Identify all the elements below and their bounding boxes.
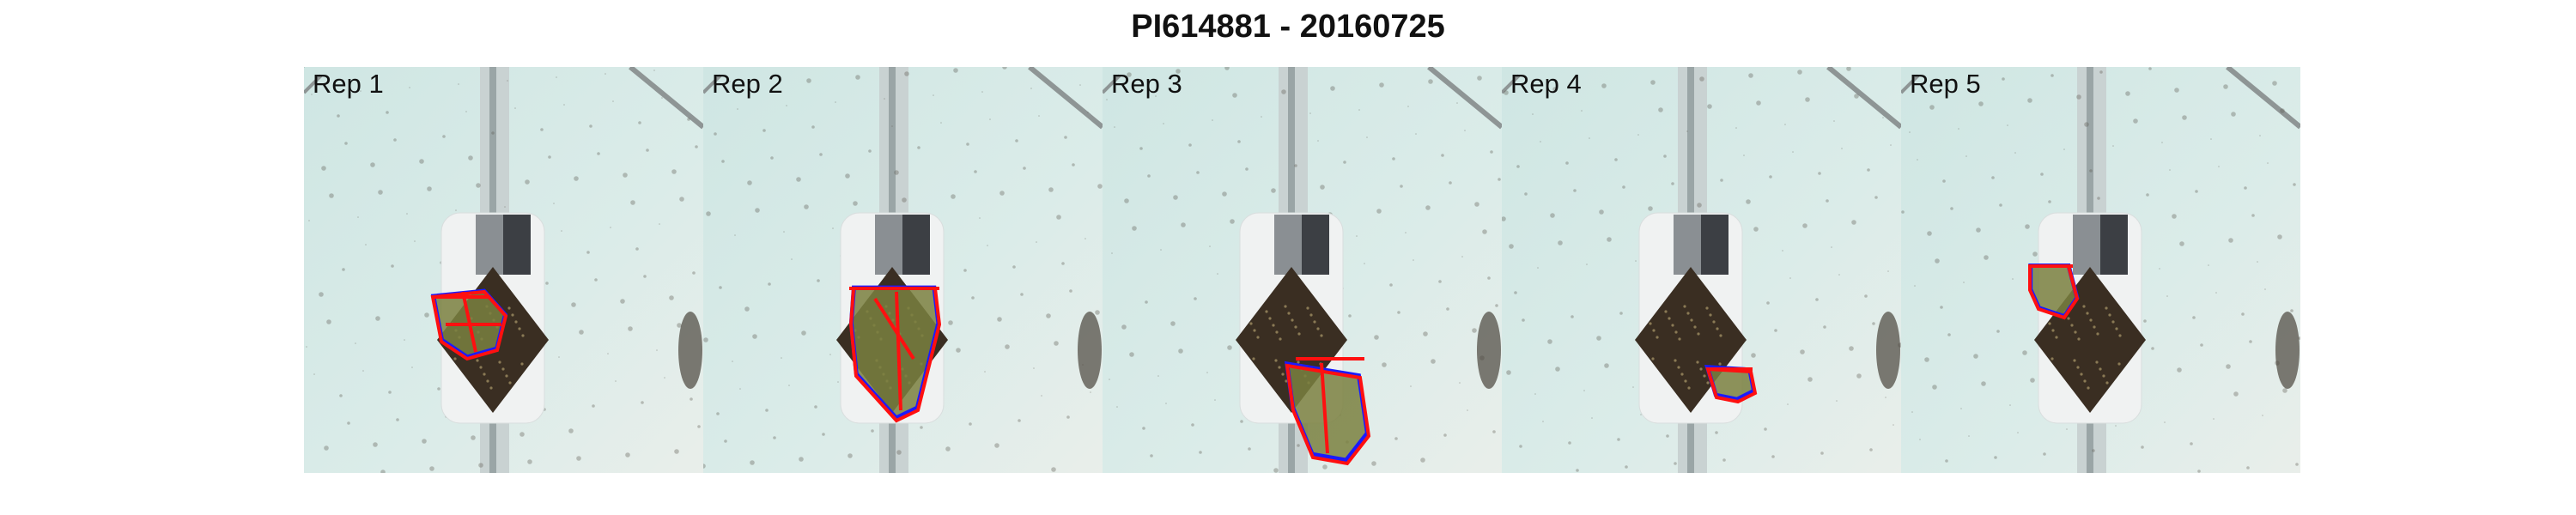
plant-image-4 (1502, 67, 1901, 473)
rep-label-5: Rep 5 (1910, 69, 1981, 99)
rep-panel-2: Rep 2 (703, 67, 1103, 473)
panel-row: Rep 1 Rep 2 Rep 3 Rep 4 Rep 5 (304, 67, 2300, 473)
rep-label-3: Rep 3 (1111, 69, 1182, 99)
rep-label-1: Rep 1 (313, 69, 384, 99)
rep-panel-5: Rep 5 (1901, 67, 2300, 473)
plant-image-3 (1103, 67, 1502, 473)
plant-image-5 (1901, 67, 2300, 473)
plant-image-2 (703, 67, 1103, 473)
figure-title: PI614881 - 20160725 (1131, 9, 1445, 45)
plant-image-1 (304, 67, 703, 473)
rep-panel-4: Rep 4 (1502, 67, 1901, 473)
rep-label-4: Rep 4 (1510, 69, 1582, 99)
rep-panel-3: Rep 3 (1103, 67, 1502, 473)
rep-panel-1: Rep 1 (304, 67, 703, 473)
rep-label-2: Rep 2 (712, 69, 783, 99)
